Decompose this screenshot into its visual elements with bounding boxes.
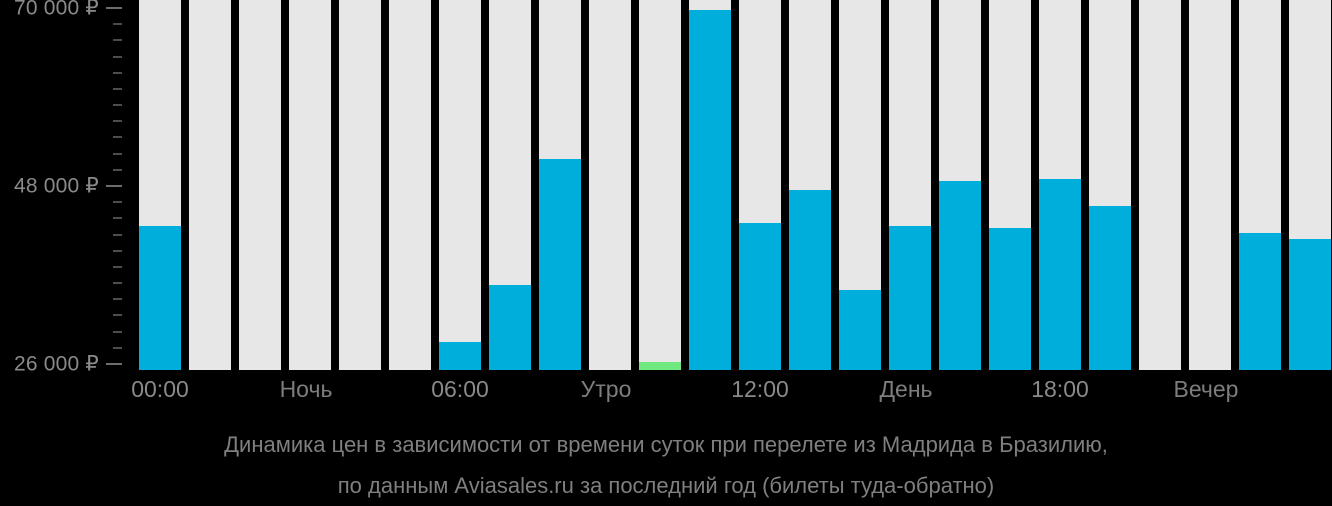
x-axis-period-label: Вечер [1173, 376, 1239, 402]
price-bar [439, 342, 481, 370]
bar-column[interactable] [839, 0, 881, 370]
y-axis-tick-minor [113, 136, 122, 139]
plot-area [139, 0, 1332, 370]
bar-column[interactable] [539, 0, 581, 370]
y-axis-tick-minor [113, 120, 122, 123]
x-axis-time-label: 00:00 [131, 376, 189, 402]
price-bar [889, 226, 931, 370]
price-bar [139, 226, 181, 370]
chart-caption: Динамика цен в зависимости от времени су… [0, 424, 1332, 506]
bar-column[interactable] [639, 0, 681, 370]
bar-column[interactable] [939, 0, 981, 370]
price-bar-cheapest [639, 361, 681, 370]
y-axis-tick-major [106, 185, 122, 187]
x-axis-time-label: 18:00 [1031, 376, 1089, 402]
x-axis-period-label: Ночь [279, 376, 333, 402]
y-axis-label: 70 000 ₽ [13, 0, 99, 20]
y-axis-tick-minor [113, 249, 122, 252]
bar-column[interactable] [589, 0, 631, 370]
y-axis-tick-minor [113, 39, 122, 42]
x-axis-period-label: Утро [580, 376, 632, 402]
y-axis-tick-minor [113, 314, 122, 317]
bar-column[interactable] [489, 0, 531, 370]
y-axis-tick-minor [113, 152, 122, 155]
bar-column[interactable] [989, 0, 1031, 370]
y-axis-tick-minor [113, 104, 122, 107]
bar-column[interactable] [739, 0, 781, 370]
y-axis-tick-minor [113, 330, 122, 333]
price-bar [989, 228, 1031, 370]
bar-column[interactable] [1039, 0, 1081, 370]
y-axis-tick-minor [113, 23, 122, 26]
y-axis-label: 48 000 ₽ [13, 174, 99, 198]
bar-column[interactable] [139, 0, 181, 370]
bar-column[interactable] [439, 0, 481, 370]
bar-column[interactable] [1189, 0, 1231, 370]
bar-column[interactable] [889, 0, 931, 370]
price-bar [1039, 178, 1081, 370]
price-bar [689, 9, 731, 370]
y-axis-tick-minor [113, 217, 122, 220]
bar-column[interactable] [289, 0, 331, 370]
x-axis: 00:00Ночь06:00Утро12:00День18:00Вечер24:… [0, 370, 1332, 418]
y-axis-tick-minor [113, 201, 122, 204]
x-axis-time-label: 06:00 [431, 376, 489, 402]
y-axis-tick-minor [113, 168, 122, 171]
price-bar [839, 290, 881, 370]
y-axis: 70 000 ₽ 48 000 ₽ 26 000 ₽ [0, 0, 139, 376]
y-axis-tick-minor [113, 298, 122, 301]
bar-column[interactable] [789, 0, 831, 370]
bar-column[interactable] [689, 0, 731, 370]
price-bar [1289, 239, 1331, 370]
y-axis-tick-minor [113, 265, 122, 268]
y-axis-tick-minor [113, 55, 122, 58]
caption-line-2: по данным Aviasales.ru за последний год … [337, 473, 995, 498]
y-axis-tick-minor [113, 346, 122, 349]
x-axis-time-label: 12:00 [731, 376, 789, 402]
bar-column[interactable] [1239, 0, 1281, 370]
bar-column[interactable] [389, 0, 431, 370]
price-bar [939, 181, 981, 370]
bar-column[interactable] [239, 0, 281, 370]
price-bar [789, 190, 831, 370]
price-bar [1089, 206, 1131, 370]
price-bar [539, 158, 581, 370]
y-axis-tick-minor [113, 87, 122, 90]
x-axis-period-label: День [879, 376, 933, 402]
price-bar [1239, 232, 1281, 370]
bar-column[interactable] [1089, 0, 1131, 370]
bar-column[interactable] [1289, 0, 1331, 370]
y-axis-tick-major [106, 363, 122, 365]
y-axis-tick-major [106, 7, 122, 9]
y-axis-tick-minor [113, 233, 122, 236]
price-bar [489, 284, 531, 370]
y-axis-tick-minor [113, 71, 122, 74]
bar-column[interactable] [189, 0, 231, 370]
price-bar [739, 223, 781, 370]
bar-column[interactable] [1139, 0, 1181, 370]
caption-line-1: Динамика цен в зависимости от времени су… [224, 432, 1108, 457]
bar-column[interactable] [339, 0, 381, 370]
y-axis-tick-minor [113, 282, 122, 285]
y-axis-label: 26 000 ₽ [13, 352, 99, 376]
